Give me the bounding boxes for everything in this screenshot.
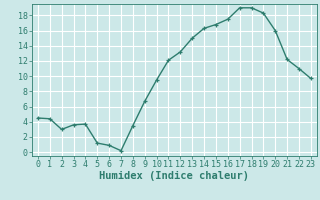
X-axis label: Humidex (Indice chaleur): Humidex (Indice chaleur) [100,171,249,181]
